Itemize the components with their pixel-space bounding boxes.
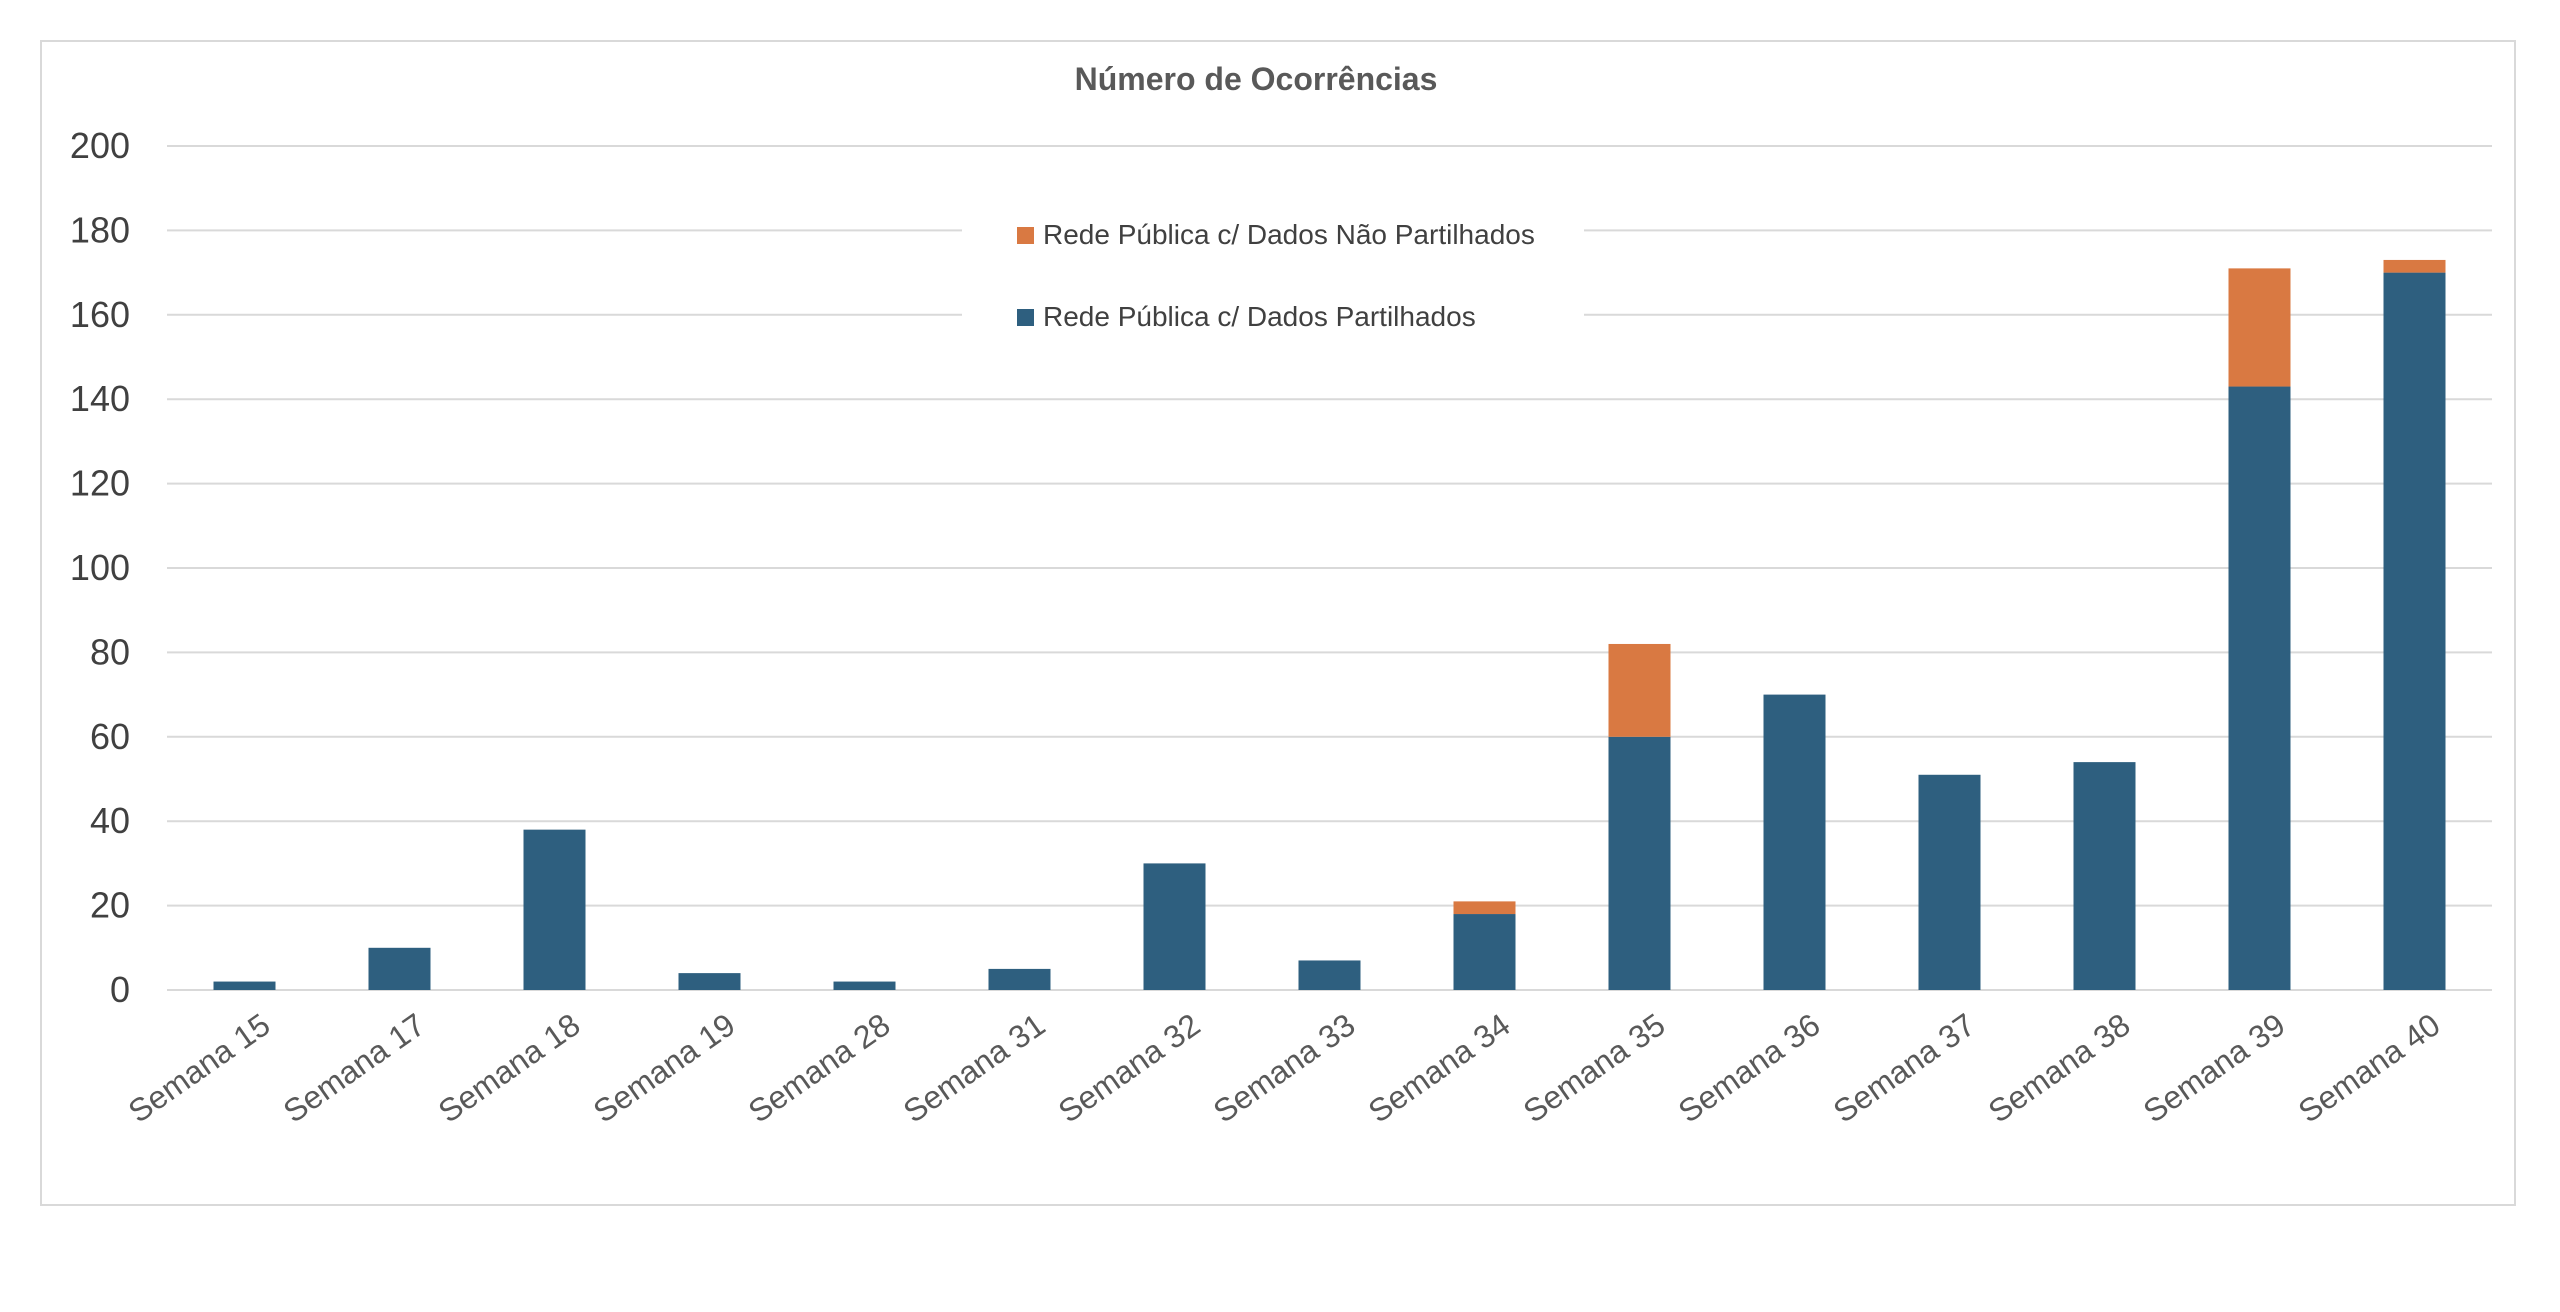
bar-dados-partilhados bbox=[1918, 774, 1981, 990]
x-axis-ticks: Semana 15 Semana 17 Semana 18 Semana 19 Sema… bbox=[122, 1006, 2447, 1129]
y-tick-label: 120 bbox=[70, 463, 130, 504]
bar-dados-partilhados bbox=[2383, 272, 2446, 991]
bar-dados-nao-partilhados bbox=[2228, 268, 2291, 387]
bar-dados-partilhados bbox=[678, 973, 741, 990]
y-tick-label: 160 bbox=[70, 294, 130, 335]
legend-label: Rede Pública c/ Dados Partilhados bbox=[1043, 301, 1476, 332]
bar-dados-nao-partilhados bbox=[2383, 259, 2446, 273]
chart-svg: Número de Ocorrências 0 20 40 60 80 100 120 140… bbox=[70, 61, 2492, 1130]
bar-dados-partilhados bbox=[368, 947, 431, 990]
legend-label: Rede Pública c/ Dados Não Partilhados bbox=[1043, 219, 1535, 250]
bar-dados-partilhados bbox=[2228, 386, 2291, 990]
bar-dados-partilhados bbox=[1763, 694, 1826, 990]
x-tick-label: Semana 19 bbox=[587, 1006, 742, 1129]
y-tick-label: 40 bbox=[90, 800, 130, 841]
bar-dados-partilhados bbox=[833, 981, 896, 990]
x-tick-label: Semana 39 bbox=[2137, 1006, 2292, 1129]
chart-frame: Número de Ocorrências 0 20 40 60 80 100 120 140… bbox=[40, 40, 2516, 1206]
bar-dados-partilhados bbox=[213, 981, 276, 990]
x-tick-label: Semana 33 bbox=[1207, 1006, 1362, 1129]
x-tick-label: Semana 28 bbox=[742, 1006, 897, 1129]
x-tick-label: Semana 36 bbox=[1672, 1006, 1827, 1129]
legend: Rede Pública c/ Dados Não Partilhados Red… bbox=[962, 210, 1584, 380]
bar-dados-partilhados bbox=[523, 829, 586, 990]
legend-box bbox=[962, 210, 1584, 380]
bar-dados-partilhados bbox=[1298, 960, 1361, 990]
legend-swatch bbox=[1017, 227, 1034, 244]
x-tick-label: Semana 17 bbox=[277, 1006, 432, 1129]
x-tick-label: Semana 32 bbox=[1052, 1006, 1207, 1129]
y-tick-label: 140 bbox=[70, 378, 130, 419]
y-tick-label: 100 bbox=[70, 547, 130, 588]
bar-dados-partilhados bbox=[1143, 863, 1206, 990]
bar-dados-partilhados bbox=[1608, 736, 1671, 990]
x-tick-label: Semana 40 bbox=[2292, 1006, 2447, 1129]
y-tick-label: 180 bbox=[70, 209, 130, 250]
bar-dados-partilhados bbox=[988, 968, 1051, 990]
x-tick-label: Semana 34 bbox=[1362, 1006, 1517, 1129]
x-tick-label: Semana 35 bbox=[1517, 1006, 1672, 1129]
y-tick-label: 20 bbox=[90, 885, 130, 926]
y-axis-ticks: 0 20 40 60 80 100 120 140 160 180 200 bbox=[70, 125, 130, 1010]
x-tick-label: Semana 31 bbox=[897, 1006, 1052, 1129]
bar-dados-nao-partilhados bbox=[1608, 643, 1671, 737]
bar-dados-partilhados bbox=[1453, 914, 1516, 990]
x-tick-label: Semana 18 bbox=[432, 1006, 587, 1129]
x-tick-label: Semana 37 bbox=[1827, 1006, 1982, 1129]
y-tick-label: 60 bbox=[90, 716, 130, 757]
x-tick-label: Semana 15 bbox=[122, 1006, 277, 1129]
bars bbox=[213, 259, 2446, 991]
bar-dados-nao-partilhados bbox=[1453, 901, 1516, 915]
x-tick-label: Semana 38 bbox=[1982, 1006, 2137, 1129]
chart-title: Número de Ocorrências bbox=[1075, 61, 1438, 97]
y-tick-label: 80 bbox=[90, 631, 130, 672]
bar-dados-partilhados bbox=[2073, 762, 2136, 990]
y-tick-label: 0 bbox=[110, 969, 130, 1010]
legend-swatch bbox=[1017, 309, 1034, 326]
y-tick-label: 200 bbox=[70, 125, 130, 166]
